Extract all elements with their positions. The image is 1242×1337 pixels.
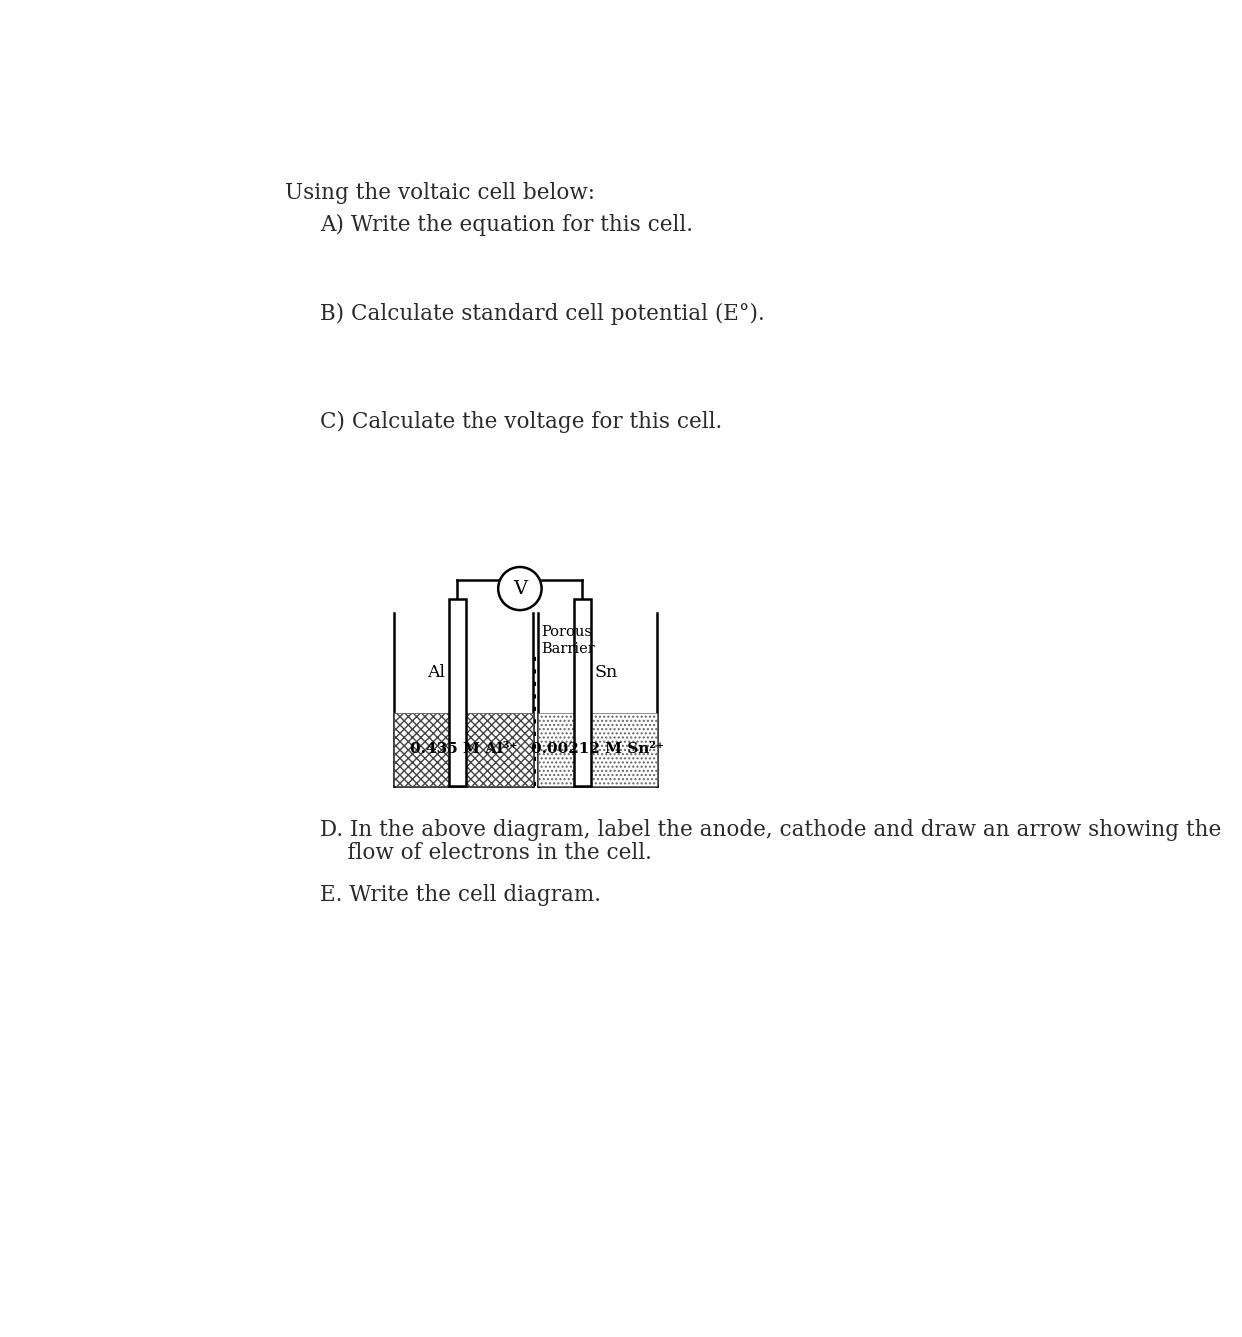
Bar xyxy=(394,713,533,786)
Bar xyxy=(538,713,657,786)
Text: B) Calculate standard cell potential (E°).: B) Calculate standard cell potential (E°… xyxy=(320,303,765,325)
Text: 0.435 M Al³⁺: 0.435 M Al³⁺ xyxy=(410,742,517,755)
Circle shape xyxy=(498,567,542,610)
Text: V: V xyxy=(513,579,527,598)
Text: 0.00212 M Sn²⁺: 0.00212 M Sn²⁺ xyxy=(532,742,664,755)
Text: A) Write the equation for this cell.: A) Write the equation for this cell. xyxy=(320,214,693,237)
Text: Al: Al xyxy=(427,664,445,682)
Text: E. Write the cell diagram.: E. Write the cell diagram. xyxy=(320,884,601,906)
Text: Using the voltaic cell below:: Using the voltaic cell below: xyxy=(286,182,595,205)
Text: C) Calculate the voltage for this cell.: C) Calculate the voltage for this cell. xyxy=(320,410,723,433)
Bar xyxy=(448,599,466,786)
Bar xyxy=(574,599,591,786)
Text: Porous
Barrier: Porous Barrier xyxy=(542,624,595,656)
Text: D. In the above diagram, label the anode, cathode and draw an arrow showing the: D. In the above diagram, label the anode… xyxy=(320,818,1222,841)
Text: flow of electrons in the cell.: flow of electrons in the cell. xyxy=(320,842,652,864)
Text: Sn: Sn xyxy=(595,664,619,682)
